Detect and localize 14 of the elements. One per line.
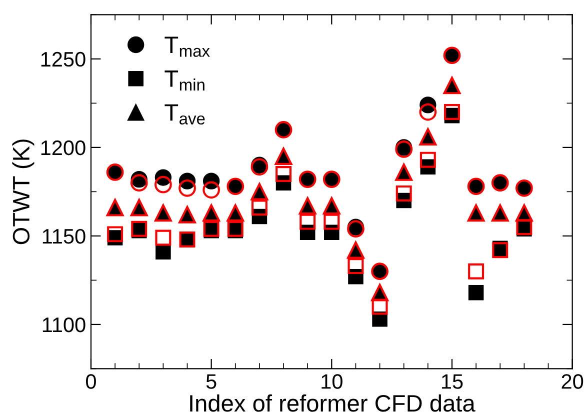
x-tick-label: 0: [86, 374, 96, 389]
x-tick-label: 15: [442, 374, 463, 389]
x-tick-label: 20: [562, 374, 584, 389]
legend-label: T$_{max}$: [164, 36, 210, 57]
y-tick-label: 1100: [42, 317, 86, 332]
legend-label: T$_{min}$: [164, 70, 204, 91]
y-tick-label: 1150: [42, 228, 86, 244]
x-tick-label: 5: [206, 374, 216, 389]
x-tick-label: 10: [322, 374, 342, 389]
y-axis-title: OTWT (K): [12, 140, 34, 244]
legend-label: T$_{ave}$: [164, 104, 205, 125]
x-axis-title: Index of reformer CFD data: [190, 394, 476, 412]
y-tick-label: 1250: [41, 52, 86, 67]
y-tick-label: 1200: [41, 140, 86, 156]
